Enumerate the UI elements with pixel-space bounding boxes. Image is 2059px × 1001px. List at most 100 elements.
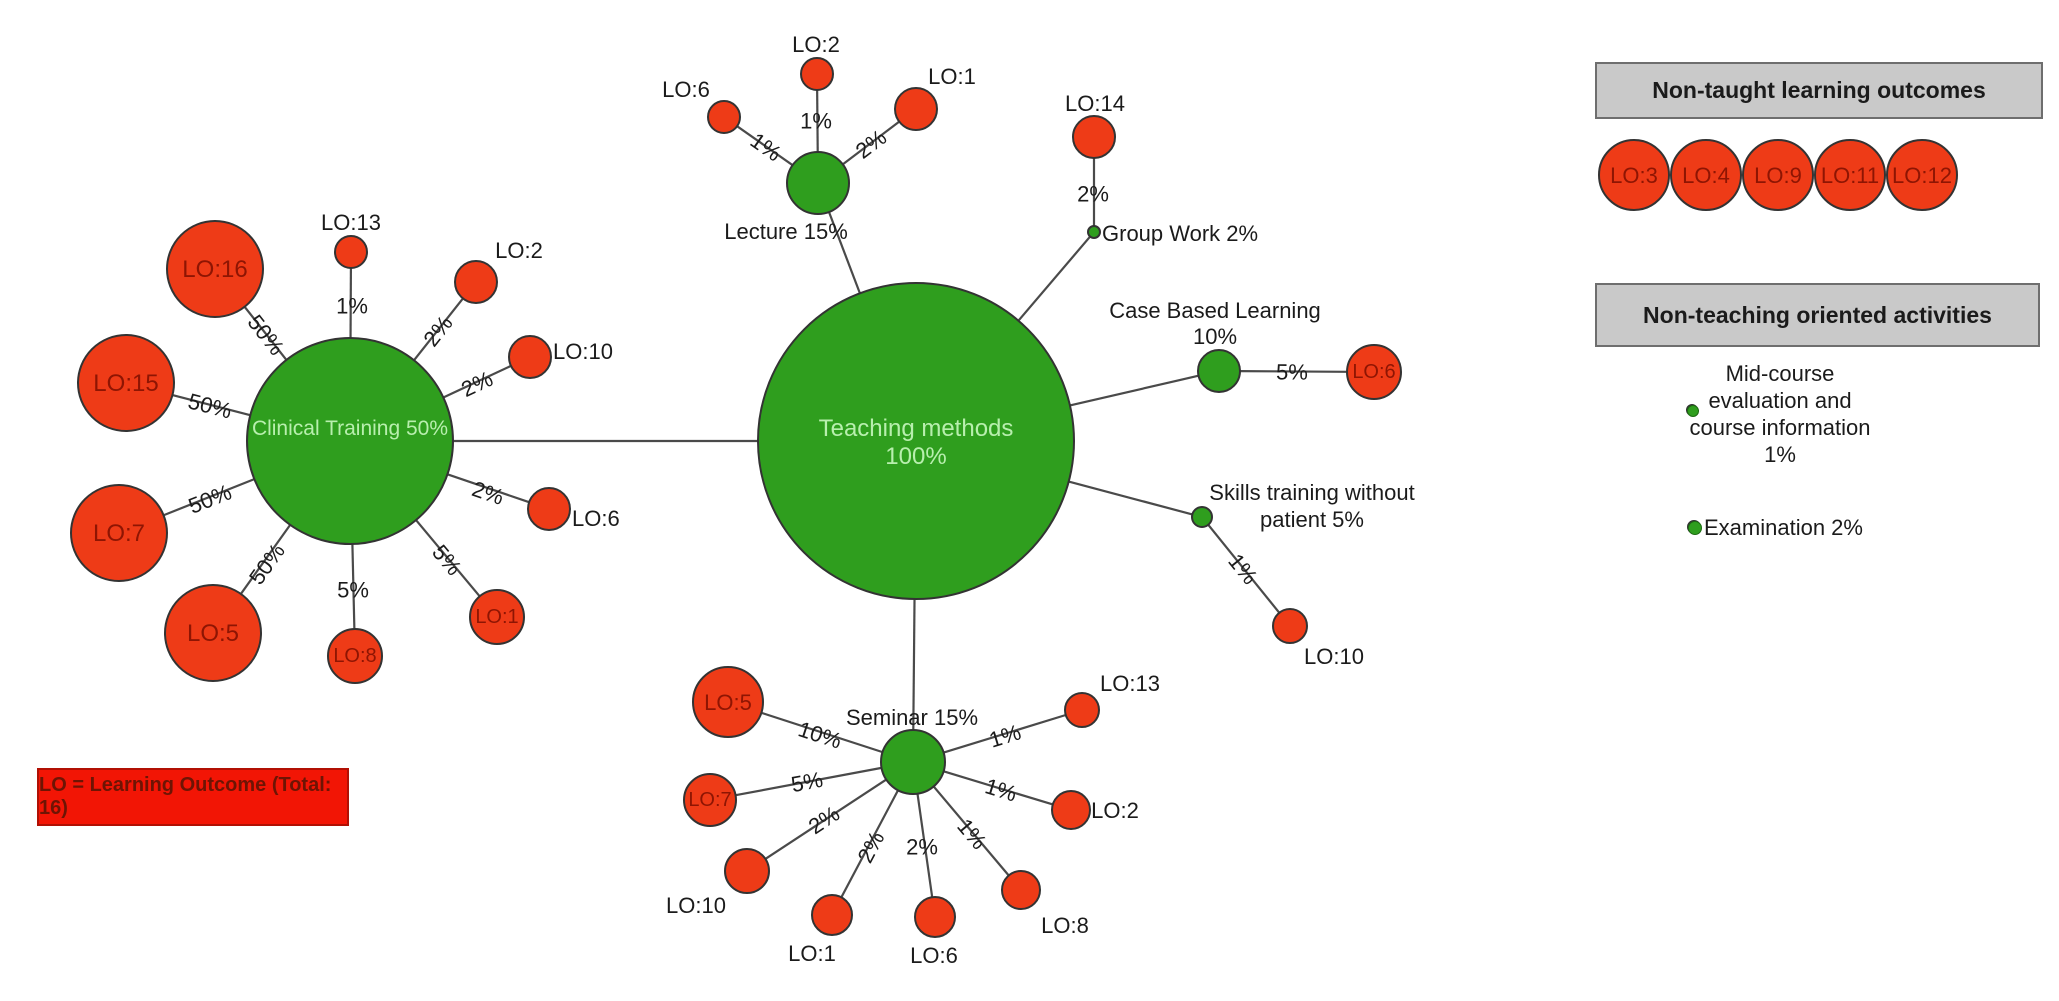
edge-clinical-c-lo6: [447, 473, 530, 504]
edge-label-clinical-c-lo2: 2%: [418, 311, 457, 351]
non-teaching-activities-header: Non-teaching oriented activities: [1595, 283, 2040, 347]
edge-seminar-se-lo13: [943, 713, 1067, 754]
node-se-lo6: [914, 896, 956, 938]
node-c-lo7: [70, 484, 168, 582]
node-label-se-lo6: LO:6: [910, 943, 958, 968]
node-label-lecture: Lecture 15%: [724, 219, 848, 244]
edge-label-seminar-se-lo10: 2%: [804, 801, 844, 839]
node-clinical: [246, 337, 454, 545]
edge-label-seminar-se-lo7: 5%: [789, 767, 825, 797]
node-c-lo6: [527, 487, 571, 531]
midcourse-dot-icon: [1687, 405, 1699, 417]
node-label-c-lo10: LO:10: [553, 339, 613, 364]
node-label-c-lo6: LO:6: [572, 506, 620, 531]
node-text-c-lo15: LO:15: [93, 370, 158, 397]
edge-label-seminar-se-lo13: 1%: [986, 719, 1024, 752]
edge-label-clinical-c-lo16: 50%: [243, 310, 290, 360]
non-teaching-activities-title: Non-teaching oriented activities: [1643, 301, 1992, 328]
node-l-lo1: [894, 87, 938, 131]
node-label-skills-dot: Skills training without patient 5%: [1209, 480, 1414, 532]
node-text-clinical: Clinical Training 50%: [252, 417, 448, 440]
edge-seminar-se-lo1: [840, 789, 899, 898]
edge-teaching-cbl: [1069, 374, 1199, 407]
legend-text: LO = Learning Outcome (Total: 16): [39, 774, 332, 819]
edge-label-seminar-se-lo5: 10%: [795, 716, 845, 753]
node-text-cb-lo6: LO:6: [1352, 361, 1395, 383]
edge-clinical-c-lo10: [442, 364, 512, 399]
edge-clinical-c-lo1: [415, 519, 481, 597]
edge-label-clinical-c-lo6: 2%: [469, 476, 507, 510]
edge-label-clinical-c-lo7: 50%: [185, 479, 235, 519]
node-c-lo5: [164, 584, 262, 682]
node-gw-dot: [1087, 225, 1101, 239]
node-se-lo5: [692, 666, 764, 738]
edge-label-clinical-c-lo10: 2%: [457, 366, 496, 402]
node-text-nt-lo3: LO:3: [1610, 163, 1658, 188]
node-text-c-lo1: LO:1: [475, 606, 518, 628]
edge-lecture-l-lo2: [816, 89, 819, 153]
node-c-lo13: [334, 235, 368, 269]
edge-label-lecture-l-lo2: 1%: [800, 109, 832, 134]
edge-label-clinical-c-lo15: 50%: [186, 388, 235, 423]
non-taught-outcomes-title: Non-taught learning outcomes: [1652, 77, 1986, 103]
examination-dot-icon: [1688, 521, 1702, 535]
node-text-nt-lo4: LO:4: [1682, 163, 1730, 188]
node-se-lo8: [1001, 870, 1041, 910]
node-text-nt-lo9: LO:9: [1754, 163, 1802, 188]
edge-teaching-lecture: [827, 211, 861, 294]
edge-clinical-c-lo15: [172, 393, 251, 417]
examination-label: Examination 2%: [1704, 515, 1863, 540]
node-nt-lo4: [1670, 139, 1742, 211]
node-label-se-lo10: LO:10: [666, 893, 726, 918]
edge-teaching-skills-dot: [1068, 480, 1193, 516]
node-c-lo10: [508, 335, 552, 379]
node-nt-lo3: [1598, 139, 1670, 211]
edge-label-seminar-se-lo2: 1%: [982, 773, 1020, 806]
node-label-gw-dot: Group Work 2%: [1102, 221, 1258, 246]
node-label-se-lo13: LO:13: [1100, 671, 1160, 696]
edge-seminar-se-lo8: [932, 785, 1010, 877]
node-c-lo15: [77, 334, 175, 432]
edge-label-seminar-se-lo1: 2%: [853, 827, 890, 867]
node-text-se-lo5: LO:5: [704, 690, 752, 715]
edge-clinical-c-lo7: [163, 478, 255, 517]
node-se-lo13: [1064, 692, 1100, 728]
midcourse-line-1: Mid-course: [1725, 361, 1835, 386]
midcourse-line-2: evaluation and: [1708, 388, 1852, 413]
edge-label-lecture-l-lo1: 2%: [851, 124, 891, 163]
node-label-c-lo13: LO:13: [321, 210, 381, 235]
edge-seminar-se-lo2: [943, 770, 1054, 806]
node-text-nt-lo12: LO:12: [1892, 163, 1952, 188]
node-label-s-lo10: LO:10: [1304, 644, 1364, 669]
node-s-lo10: [1272, 608, 1308, 644]
node-l-lo2: [800, 57, 834, 91]
node-c-lo16: [166, 220, 264, 318]
edge-label-gw-dot-g-lo14: 2%: [1077, 182, 1109, 207]
node-nt-lo12: [1886, 139, 1958, 211]
node-label-se-lo8: LO:8: [1041, 913, 1089, 938]
node-se-lo1: [811, 894, 853, 936]
node-label-se-lo2: LO:2: [1091, 798, 1139, 823]
node-text-c-lo8: LO:8: [333, 645, 376, 667]
node-text-nt-lo11: LO:11: [1821, 163, 1879, 188]
edge-label-clinical-c-lo13: 1%: [336, 294, 368, 319]
node-seminar: [880, 729, 946, 795]
node-label-se-lo1: LO:1: [788, 941, 836, 966]
node-cbl: [1197, 349, 1241, 393]
edge-label-cbl-cb-lo6: 5%: [1276, 359, 1308, 384]
node-c-lo1: [469, 589, 525, 645]
node-text-c-lo5: LO:5: [187, 620, 239, 647]
node-se-lo10: [724, 848, 770, 894]
edge-clinical-c-lo2: [413, 297, 464, 361]
node-nt-lo9: [1742, 139, 1814, 211]
edge-label-clinical-c-lo8: 5%: [337, 578, 369, 603]
node-se-lo2: [1051, 790, 1091, 830]
node-label-seminar: Seminar 15%: [846, 705, 978, 730]
node-label-l-lo6: LO:6: [662, 77, 710, 102]
non-taught-outcomes-header: Non-taught learning outcomes: [1595, 62, 2043, 119]
node-nt-lo11: [1814, 139, 1886, 211]
node-g-lo14: [1072, 115, 1116, 159]
node-text-teaching: Teaching methods 100%: [819, 415, 1014, 470]
